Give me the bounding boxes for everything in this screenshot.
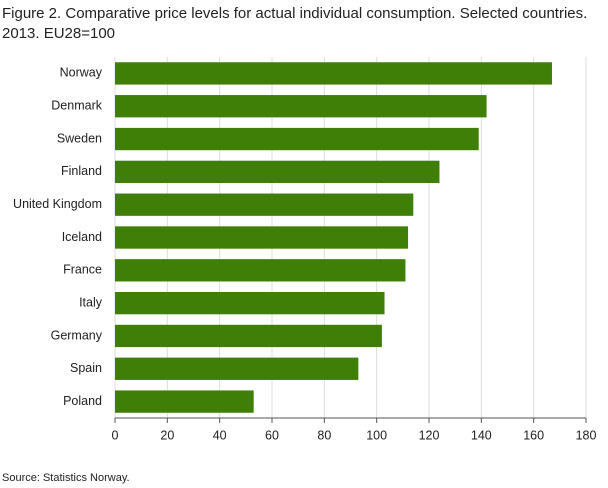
y-tick-label: United Kingdom	[13, 197, 102, 211]
y-tick-label: Poland	[63, 394, 102, 408]
chart-title: Figure 2. Comparative price levels for a…	[2, 5, 588, 42]
bar	[115, 62, 552, 85]
x-tick-label: 20	[160, 428, 174, 442]
bar	[115, 390, 254, 413]
y-tick-label: France	[63, 263, 102, 277]
y-tick-label: Italy	[79, 295, 103, 309]
bar	[115, 95, 487, 118]
bar	[115, 259, 406, 282]
x-tick-label: 180	[576, 428, 597, 442]
y-tick-label: Iceland	[62, 230, 102, 244]
y-tick-label: Norway	[60, 66, 103, 80]
y-tick-label: Finland	[61, 164, 102, 178]
x-tick-label: 100	[366, 428, 387, 442]
x-tick-label: 80	[317, 428, 331, 442]
x-tick-label: 120	[419, 428, 440, 442]
bar	[115, 193, 414, 216]
x-tick-label: 0	[112, 428, 119, 442]
y-tick-label: Sweden	[57, 131, 102, 145]
x-tick-label: 140	[471, 428, 492, 442]
source-note: Source: Statistics Norway.	[2, 472, 130, 484]
x-tick-label: 60	[265, 428, 279, 442]
y-tick-label: Denmark	[51, 99, 102, 113]
x-tick-label: 160	[523, 428, 544, 442]
x-tick-label: 40	[213, 428, 227, 442]
bar	[115, 160, 440, 184]
y-tick-label: Germany	[51, 328, 103, 342]
y-tick-label: Spain	[70, 361, 102, 375]
bar	[115, 324, 382, 348]
bar	[115, 226, 409, 249]
bar	[115, 127, 479, 151]
bar	[115, 357, 359, 380]
bar	[115, 291, 385, 315]
